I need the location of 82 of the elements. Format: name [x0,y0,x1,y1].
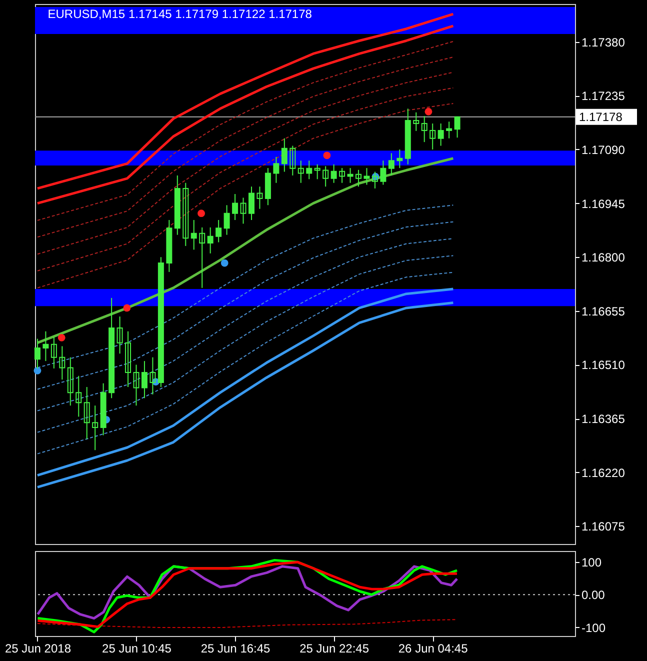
point [34,366,42,374]
candlestick [314,164,320,180]
y-tick-label: -100 [582,620,606,635]
candlestick [50,336,57,369]
y-tick-label: 1.16945 [582,196,626,211]
ref-line-label: 1.17178 [579,110,623,124]
point [424,108,432,116]
candlestick [256,186,263,210]
candlestick [347,168,354,184]
line-series [36,87,454,272]
candlestick [224,204,230,236]
candlestick [216,220,222,243]
candlestick [364,168,370,186]
y-tick-label: 1.16510 [582,358,626,372]
line-series [36,221,454,390]
candlestick [59,346,66,380]
candlestick [125,330,132,388]
candlestick [92,405,98,451]
candlestick [141,360,148,399]
point [58,334,66,342]
y-tick-label: 1.16220 [582,466,626,480]
candlestick [42,330,49,362]
candlestick [116,316,123,354]
candlestick [84,386,90,440]
y-tick-label: 1.16075 [582,520,626,534]
candlestick [430,123,436,150]
line-series [36,619,458,628]
candlestick [273,156,280,184]
line-series [36,272,454,454]
candlestick [322,166,329,188]
line-series [36,102,454,288]
candlestick [76,375,82,418]
line-series [36,40,454,221]
candlestick [190,220,197,250]
candlestick [199,226,206,288]
y-tick-label: 1.17235 [582,89,626,104]
candlestick [207,226,214,254]
line-series [36,72,454,255]
candlestick [67,356,74,406]
x-tick-label: 25 Jun 2018 [4,642,72,656]
y-tick-label: 100 [582,555,602,570]
chart-title: EURUSD,M15 1.17145 1.17179 1.17122 1.17178 [48,7,312,21]
y-tick-label: 0.00 [582,588,606,602]
point [123,304,131,312]
y-tick-label: 1.17380 [582,35,626,50]
y-tick-label: 1.17090 [582,142,626,157]
line-series [36,56,454,238]
candlestick [240,197,246,224]
point [198,210,205,218]
x-tick-label: 25 Jun 10:45 [102,642,172,656]
candlestick [330,164,337,184]
candlestick [298,160,304,184]
line-series [36,157,454,344]
candlestick [380,160,386,186]
y-tick-label: 1.16800 [582,250,626,265]
candlestick [388,152,394,176]
candlestick [421,116,428,143]
candlestick [372,171,378,189]
x-tick-label: 26 Jun 04:45 [398,642,468,656]
candlestick [306,160,312,180]
x-tick-label: 25 Jun 16:45 [200,642,271,656]
candlestick [248,186,254,220]
candlestick [339,168,346,184]
candlestick [182,182,189,246]
candlestick [290,145,296,176]
y-tick-label: 1.16655 [582,304,626,318]
candlestick [150,356,156,395]
candlestick [133,364,140,406]
y-tick-label: 1.16365 [582,412,626,426]
candlestick [446,121,452,139]
line-series [36,255,454,433]
line-series [36,238,454,412]
x-tick-label: 25 Jun 22:45 [300,642,370,656]
candlestick [356,169,362,188]
candlestick [438,123,444,146]
candlestick [281,138,288,172]
point [323,152,331,160]
candlestick [413,112,420,132]
candlestick [232,194,238,220]
point [220,259,228,267]
candlestick [454,116,460,138]
candlestick [396,148,403,169]
